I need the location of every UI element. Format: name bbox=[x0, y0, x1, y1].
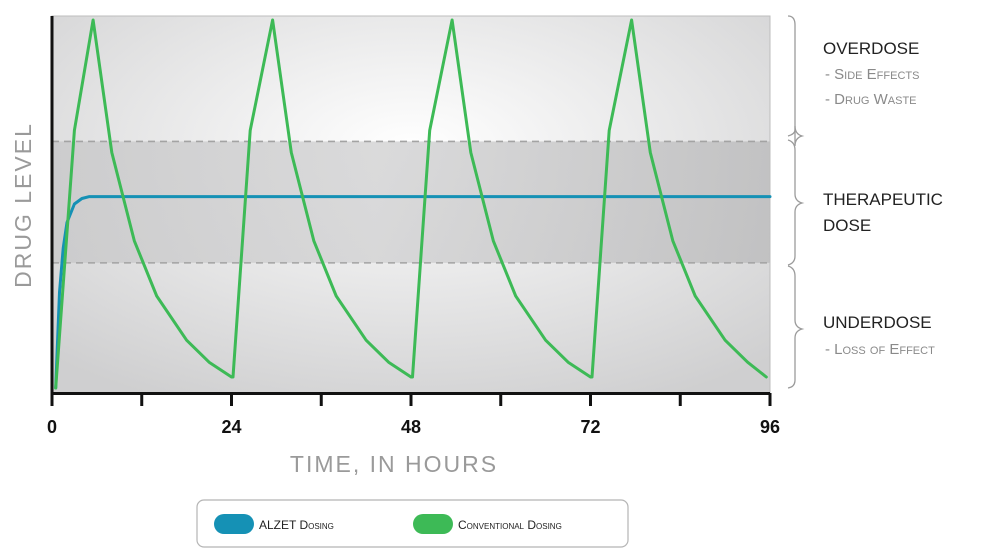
x-axis-title: TIME, IN HOURS bbox=[290, 451, 498, 477]
series-line-conventional-dosing bbox=[54, 18, 768, 390]
x-tick-label: 96 bbox=[760, 417, 780, 437]
zone-braces bbox=[787, 15, 805, 389]
zone-sub-side-effects: - Side Effects bbox=[825, 66, 919, 83]
x-tick-label: 24 bbox=[221, 417, 241, 437]
zone-title-overdose: OVERDOSE bbox=[823, 39, 919, 58]
legend-box bbox=[196, 499, 629, 548]
zone-title-therapeutic: THERAPEUTIC bbox=[823, 190, 943, 209]
series-layer bbox=[54, 18, 772, 390]
overdose-brace-lower bbox=[787, 126, 796, 137]
overdose-brace bbox=[787, 15, 805, 147]
x-tick-label: 0 bbox=[47, 417, 57, 437]
therapeutic-brace bbox=[787, 139, 805, 266]
underdose-brace bbox=[787, 265, 805, 389]
x-tick-label: 48 bbox=[401, 417, 421, 437]
series-line-alzet-dosing bbox=[54, 195, 772, 390]
zone-sub-loss-of-effect: - Loss of Effect bbox=[825, 341, 935, 358]
legend-label-alzet: ALZET Dosing bbox=[259, 518, 334, 532]
zone-sub-drug-waste: - Drug Waste bbox=[825, 91, 917, 108]
legend-label-conventional: Conventional Dosing bbox=[458, 518, 562, 532]
x-axis-ticks: 0 24 48 72 96 bbox=[47, 393, 780, 437]
legend-swatch-conventional bbox=[413, 514, 453, 534]
x-tick-label: 72 bbox=[580, 417, 600, 437]
y-axis-title: DRUG LEVEL bbox=[10, 122, 36, 288]
zone-title-underdose: UNDERDOSE bbox=[823, 313, 932, 332]
zone-title-therapeutic-dose: DOSE bbox=[823, 216, 871, 235]
legend: ALZET Dosing Conventional Dosing bbox=[196, 499, 629, 548]
therapeutic-band bbox=[52, 141, 770, 263]
legend-swatch-alzet bbox=[214, 514, 254, 534]
